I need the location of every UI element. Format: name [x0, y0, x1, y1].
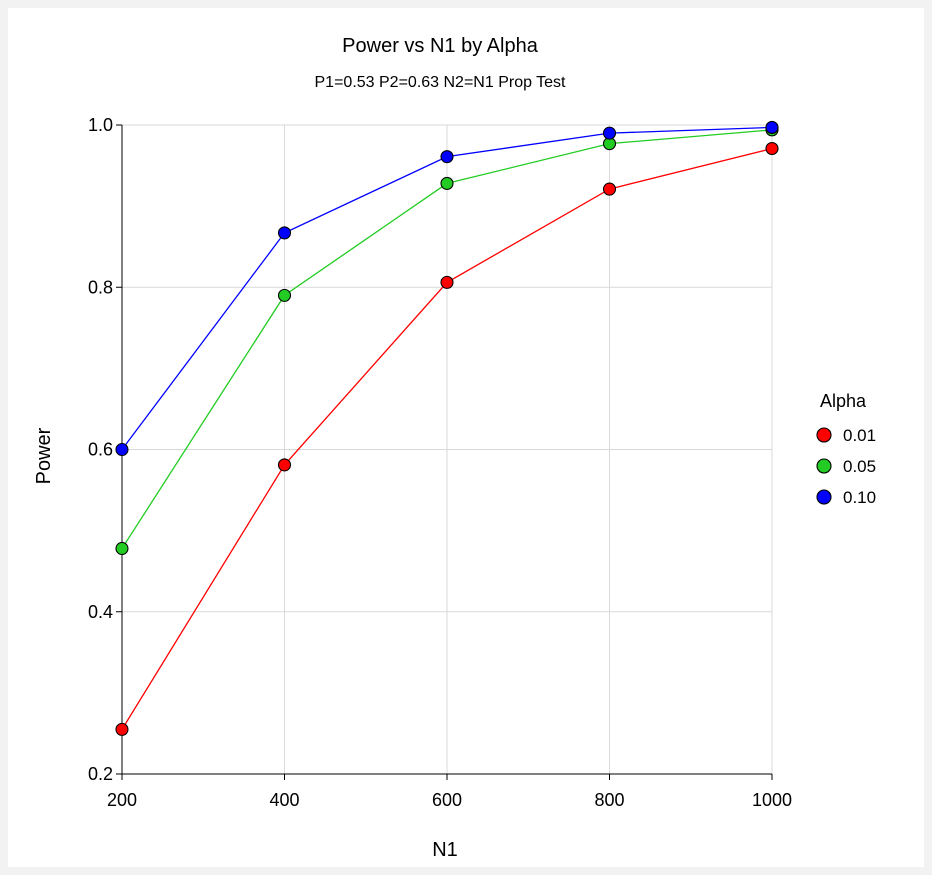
- legend-marker-0.01: [816, 427, 832, 443]
- legend-label: 0.10: [843, 488, 876, 507]
- x-tick-label: 800: [594, 790, 624, 810]
- x-tick-label: 1000: [752, 790, 792, 810]
- y-tick-label: 0.4: [88, 602, 113, 622]
- legend-marker-0.05: [816, 458, 832, 474]
- legend-label: 0.01: [843, 426, 876, 445]
- legend-marker-0.10: [816, 489, 832, 505]
- series-layer: [115, 120, 779, 736]
- data-point-0.01: [602, 182, 617, 196]
- y-tick-label: 0.2: [88, 764, 113, 784]
- data-point-0.10: [115, 442, 129, 457]
- y-tick-label: 0.6: [88, 440, 113, 460]
- y-tick-label: 1.0: [88, 115, 113, 135]
- chart-title: Power vs N1 by Alpha: [342, 35, 539, 57]
- axes-layer: 0.2 0.4 0.6 0.8 1.0 200 400 600 800 1000: [88, 115, 792, 810]
- x-axis-label: N1: [432, 839, 458, 861]
- legend: Alpha 0.01 0.05 0.10: [816, 391, 876, 507]
- data-point-0.01: [765, 141, 779, 156]
- data-point-0.01: [440, 275, 454, 289]
- data-point-0.10: [602, 126, 617, 140]
- x-tick-label: 400: [269, 790, 299, 810]
- chart-subtitle: P1=0.53 P2=0.63 N2=N1 Prop Test: [315, 74, 567, 91]
- chart-frame: Power vs N1 by Alpha P1=0.53 P2=0.63 N2=…: [8, 8, 924, 867]
- data-point-0.05: [115, 541, 129, 556]
- x-tick-label: 600: [432, 790, 462, 810]
- data-point-0.10: [277, 226, 292, 240]
- grid-layer: [122, 124, 773, 774]
- x-tick-label: 200: [107, 790, 137, 810]
- data-point-0.05: [277, 288, 292, 302]
- data-point-0.01: [277, 458, 292, 472]
- legend-label: 0.05: [843, 457, 876, 476]
- data-point-0.10: [765, 120, 779, 134]
- data-point-0.05: [440, 176, 454, 190]
- y-axis-label: Power: [33, 427, 55, 484]
- chart-svg: Power vs N1 by Alpha P1=0.53 P2=0.63 N2=…: [33, 35, 876, 861]
- data-point-0.01: [115, 722, 129, 736]
- y-tick-label: 0.8: [88, 277, 113, 297]
- data-point-0.10: [440, 150, 454, 164]
- legend-title: Alpha: [820, 391, 867, 411]
